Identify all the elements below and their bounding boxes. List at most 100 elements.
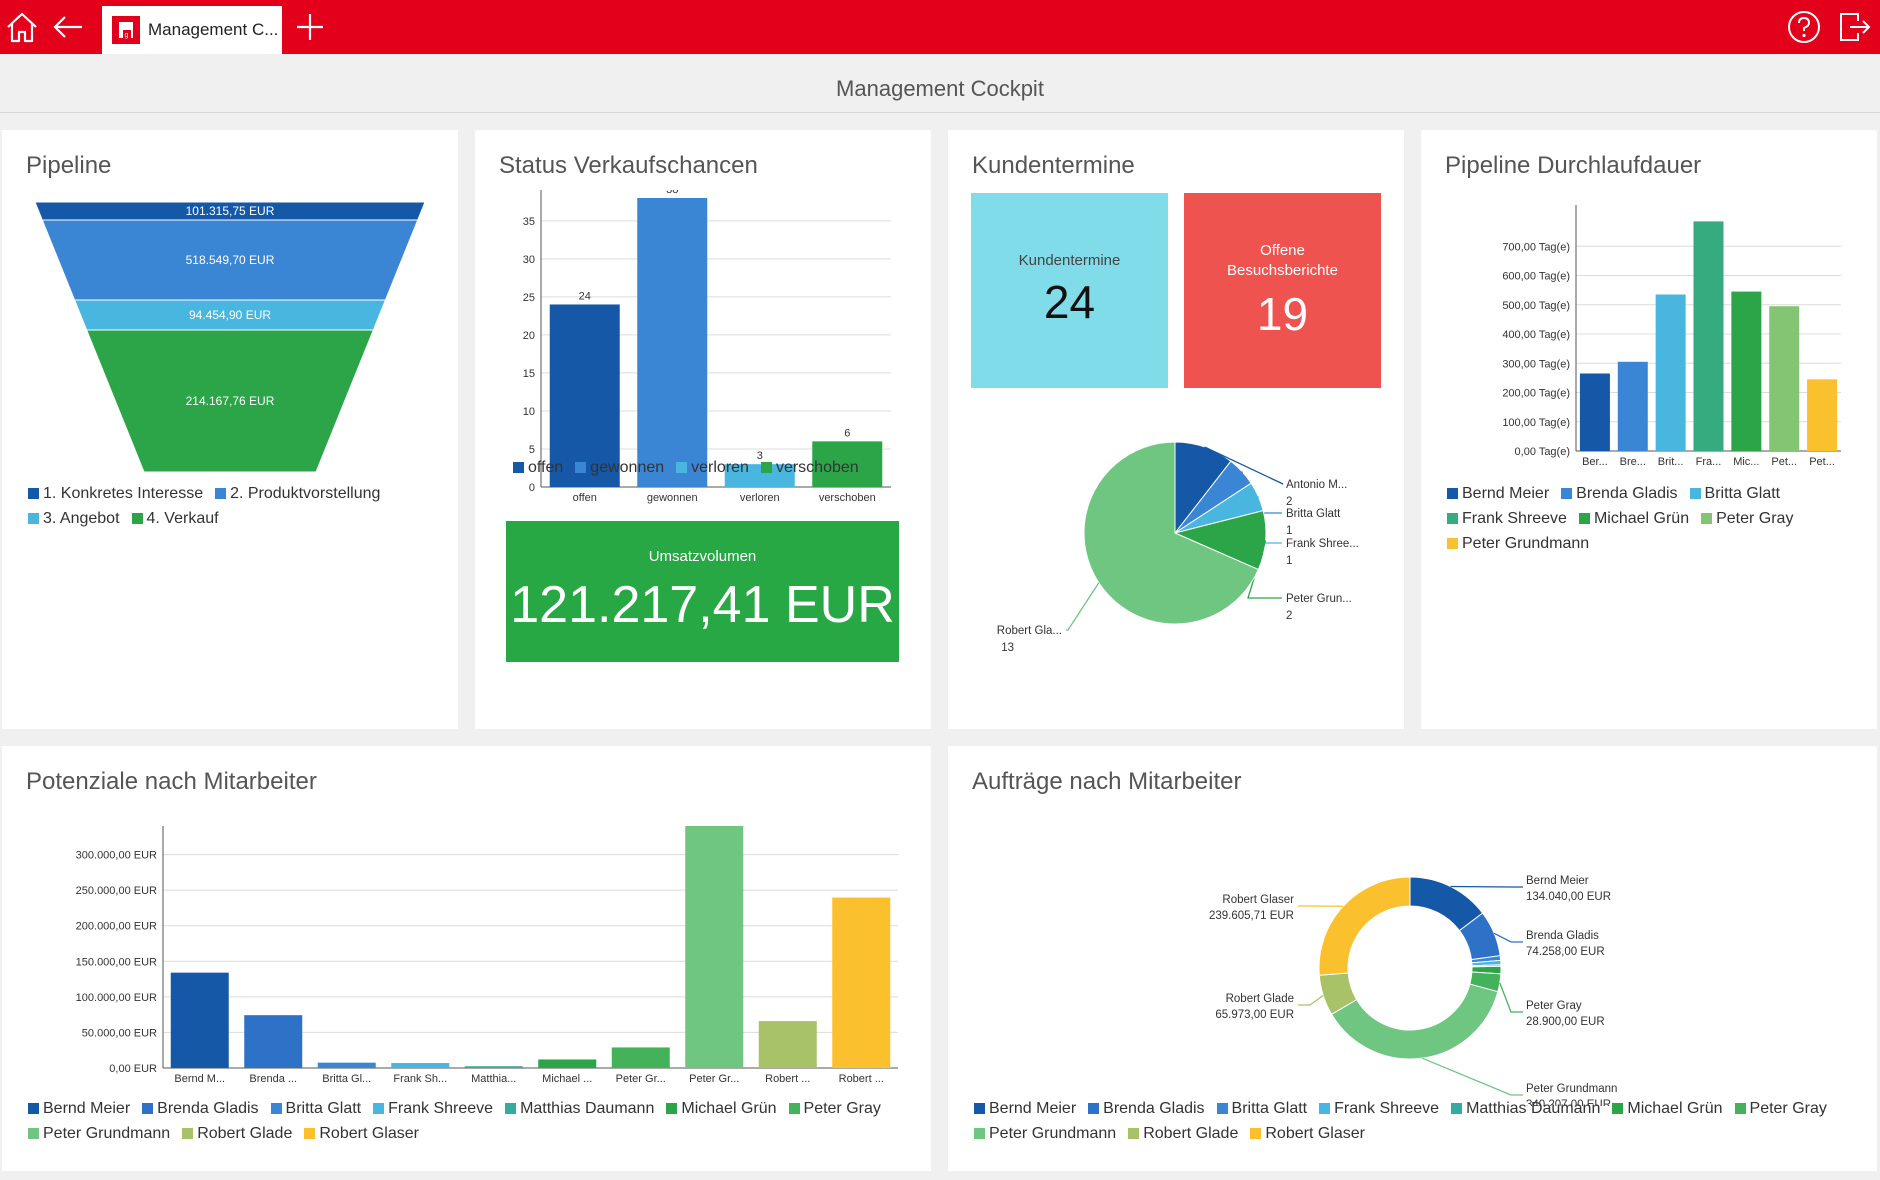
legend-item-durchlauf-5[interactable]: Peter Gray (1701, 506, 1793, 531)
legend-item-auftraege-6[interactable]: Peter Gray (1734, 1096, 1827, 1121)
legend-swatch (1128, 1128, 1140, 1139)
legend-item-pipeline-1[interactable]: 2. Produktvorstellung (215, 481, 380, 506)
legend-swatch (142, 1103, 154, 1114)
legend-item-pipeline-0[interactable]: 1. Konkretes Interesse (28, 481, 203, 506)
durchlauf-title: Pipeline Durchlaufdauer (1445, 152, 1702, 179)
bar (464, 1066, 523, 1068)
legend-label: verloren (691, 459, 749, 476)
x-tick-label: Ber... (1582, 456, 1608, 468)
legend-swatch (28, 1103, 39, 1114)
legend-swatch (505, 1103, 517, 1114)
logout-icon[interactable] (1836, 9, 1872, 45)
plus-icon[interactable] (292, 9, 328, 45)
tab-management-cockpit[interactable]: g Management C... (102, 6, 282, 54)
x-tick-label: Pet... (1809, 456, 1835, 468)
legend-item-auftraege-0[interactable]: Bernd Meier (974, 1096, 1076, 1121)
legend-item-durchlauf-0[interactable]: Bernd Meier (1447, 481, 1549, 506)
bar (1769, 306, 1800, 451)
legend-item-potenziale-5[interactable]: Michael Grün (666, 1096, 777, 1121)
legend-swatch (1319, 1103, 1331, 1114)
status-title: Status Verkaufschancen (499, 152, 758, 179)
legend-swatch (304, 1128, 316, 1139)
svg-text:g: g (125, 32, 129, 39)
legend-item-auftraege-2[interactable]: Britta Glatt (1216, 1096, 1307, 1121)
x-tick-label: Matthia... (471, 1073, 516, 1085)
umsatzvolumen-label: Umsatzvolumen (648, 548, 757, 565)
pie-leader-line (1204, 446, 1284, 485)
legend-label: Peter Gray (803, 1100, 881, 1117)
legend-item-auftraege-7[interactable]: Peter Grundmann (974, 1121, 1116, 1146)
legend-label: Bernd Meier (1462, 485, 1550, 502)
besuchsberichte-tile[interactable]: Offene Besuchsberichte 19 (1184, 193, 1381, 388)
tab-label: Management C... (148, 20, 279, 39)
legend-item-auftraege-1[interactable]: Brenda Gladis (1088, 1096, 1205, 1121)
home-icon[interactable] (4, 9, 40, 45)
bar (685, 826, 744, 1068)
legend-item-status-0[interactable]: offen (513, 455, 563, 480)
funnel-label: 101.315,75 EUR (186, 204, 275, 218)
legend-item-pipeline-3[interactable]: 4. Verkauf (131, 506, 219, 531)
y-tick-label: 35 (523, 216, 535, 228)
kundentermine-tile[interactable]: Kundentermine 24 (971, 193, 1168, 388)
durchlauf-legend: Bernd Meier Brenda Gladis Britta Glatt Fran… (1447, 481, 1867, 556)
y-tick-label: 200.000,00 EUR (76, 921, 157, 933)
umsatzvolumen-tile[interactable]: Umsatzvolumen 121.217,41 EUR (506, 521, 899, 662)
back-arrow-icon[interactable] (50, 9, 86, 45)
legend-item-auftraege-3[interactable]: Frank Shreeve (1319, 1096, 1439, 1121)
y-tick-label: 25 (523, 292, 535, 304)
legend-item-potenziale-0[interactable]: Bernd Meier (28, 1096, 130, 1121)
bar-value-label: 3 (757, 450, 763, 462)
legend-item-durchlauf-4[interactable]: Michael Grün (1578, 506, 1689, 531)
status-card: Status Verkaufschancen 0 5 10 15 20 25 30 35 24 o… (475, 130, 931, 729)
y-tick-label: 100.000,00 EUR (76, 992, 157, 1004)
legend-item-status-3[interactable]: verschoben (760, 455, 859, 480)
legend-label: verschoben (775, 459, 859, 476)
legend-swatch (1447, 488, 1458, 499)
legend-item-potenziale-3[interactable]: Frank Shreeve (373, 1096, 493, 1121)
bar (391, 1063, 450, 1068)
legend-label: Peter Gray (1716, 510, 1794, 527)
pie-slice-value: 2 (1286, 610, 1292, 622)
pie-slice-value: 1 (1286, 525, 1292, 537)
x-tick-label: verschoben (819, 492, 876, 504)
pipeline-legend: 1. Konkretes Interesse 2. Produktvorstell… (28, 481, 448, 531)
legend-label: Matthias Daumann (1466, 1100, 1601, 1117)
legend-item-durchlauf-3[interactable]: Frank Shreeve (1447, 506, 1567, 531)
bar (1655, 294, 1686, 451)
legend-item-pipeline-2[interactable]: 3. Angebot (28, 506, 120, 531)
legend-swatch (1612, 1103, 1624, 1114)
legend-item-durchlauf-6[interactable]: Peter Grundmann (1447, 531, 1589, 556)
legend-item-auftraege-4[interactable]: Matthias Daumann (1451, 1096, 1600, 1121)
legend-item-potenziale-7[interactable]: Peter Grundmann (28, 1121, 170, 1146)
legend-item-potenziale-1[interactable]: Brenda Gladis (142, 1096, 259, 1121)
x-tick-label: Robert ... (765, 1073, 810, 1085)
legend-item-status-2[interactable]: verloren (676, 455, 749, 480)
legend-item-auftraege-8[interactable]: Robert Glade (1128, 1121, 1238, 1146)
y-tick-label: 200,00 Tag(e) (1502, 388, 1570, 400)
bar (244, 1015, 303, 1068)
y-tick-label: 300.000,00 EUR (76, 850, 157, 862)
legend-item-auftraege-5[interactable]: Michael Grün (1612, 1096, 1723, 1121)
legend-item-auftraege-9[interactable]: Robert Glaser (1250, 1121, 1365, 1146)
bar (1693, 221, 1724, 451)
legend-item-potenziale-8[interactable]: Robert Glade (182, 1121, 292, 1146)
legend-item-potenziale-4[interactable]: Matthias Daumann (505, 1096, 654, 1121)
legend-label: Britta Glatt (1704, 485, 1781, 502)
legend-item-durchlauf-2[interactable]: Britta Glatt (1689, 481, 1781, 506)
legend-item-potenziale-9[interactable]: Robert Glaser (304, 1121, 419, 1146)
y-tick-label: 100,00 Tag(e) (1502, 417, 1570, 429)
legend-item-durchlauf-1[interactable]: Brenda Gladis (1561, 481, 1678, 506)
pipeline-funnel-chart: 101.315,75 EUR 518.549,70 EUR 94.454,90 EU… (34, 202, 426, 473)
top-bar: g Management C... (0, 0, 1880, 54)
help-icon[interactable] (1786, 9, 1822, 45)
legend-item-potenziale-2[interactable]: Britta Glatt (270, 1096, 361, 1121)
legend-label: 2. Produktvorstellung (230, 485, 381, 502)
legend-item-potenziale-6[interactable]: Peter Gray (788, 1096, 881, 1121)
bar (549, 304, 620, 487)
donut-callout-name: Brenda Gladis (1526, 930, 1599, 942)
x-tick-label: verloren (740, 492, 780, 504)
pie-slice-label: Frank Shree... (1286, 538, 1359, 550)
legend-swatch (1447, 513, 1458, 524)
legend-item-status-1[interactable]: gewonnen (575, 455, 664, 480)
